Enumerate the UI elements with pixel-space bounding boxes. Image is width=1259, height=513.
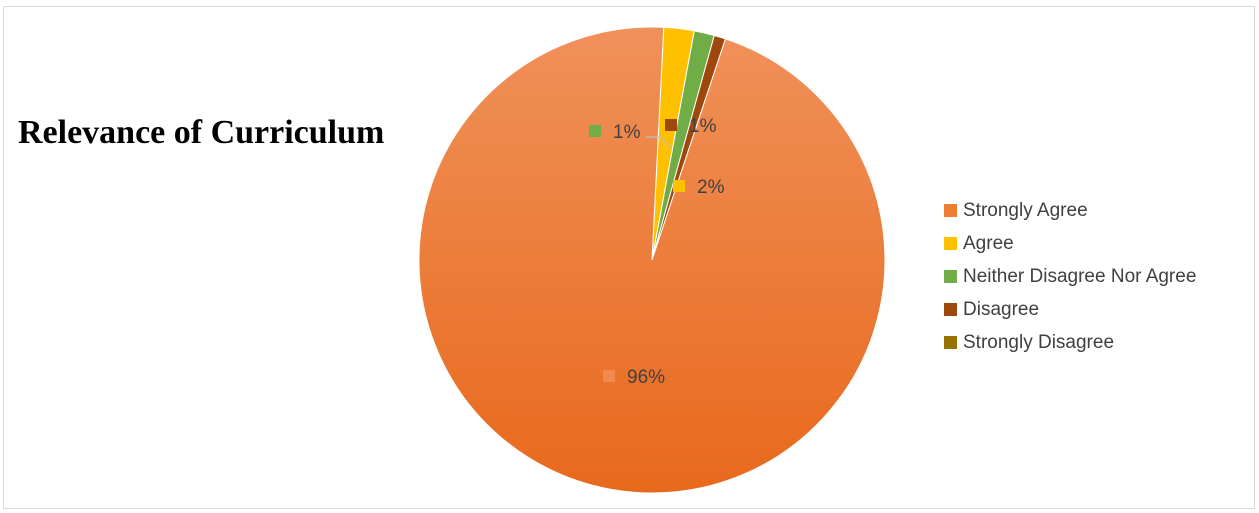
- legend-swatch: [944, 204, 957, 217]
- data-label-strongly-agree: 96%: [603, 367, 665, 388]
- legend-label: Strongly Agree: [963, 199, 1088, 221]
- leader-line: [646, 136, 672, 149]
- data-label-agree: 2%: [673, 177, 725, 198]
- data-label-swatch: [603, 370, 615, 382]
- data-label-neither-disagree-nor-agree: 1%: [589, 122, 641, 143]
- legend-swatch: [944, 270, 957, 283]
- data-label-text: 1%: [613, 122, 641, 143]
- chart-title: Relevance of Curriculum: [18, 114, 385, 151]
- legend-label: Neither Disagree Nor Agree: [963, 265, 1197, 287]
- legend: Strongly Agree Agree Neither Disagree No…: [944, 194, 1196, 359]
- data-label-disagree: 1%: [665, 116, 717, 137]
- legend-item-neither: Neither Disagree Nor Agree: [944, 260, 1196, 293]
- legend-item-strongly-agree: Strongly Agree: [944, 194, 1196, 227]
- data-label-swatch: [665, 119, 677, 131]
- legend-swatch: [944, 303, 957, 316]
- data-label-swatch: [589, 125, 601, 137]
- legend-label: Strongly Disagree: [963, 331, 1115, 353]
- legend-label: Agree: [963, 232, 1014, 254]
- legend-item-agree: Agree: [944, 227, 1196, 260]
- pie-slice-strongly-agree: [418, 26, 886, 494]
- legend-item-disagree: Disagree: [944, 293, 1196, 326]
- legend-swatch: [944, 336, 957, 349]
- data-label-swatch: [673, 180, 685, 192]
- data-label-text: 96%: [627, 367, 665, 388]
- legend-swatch: [944, 237, 957, 250]
- legend-item-strongly-disagree: Strongly Disagree: [944, 326, 1196, 359]
- legend-label: Disagree: [963, 298, 1040, 320]
- data-label-text: 1%: [689, 116, 717, 137]
- data-label-text: 2%: [697, 177, 725, 198]
